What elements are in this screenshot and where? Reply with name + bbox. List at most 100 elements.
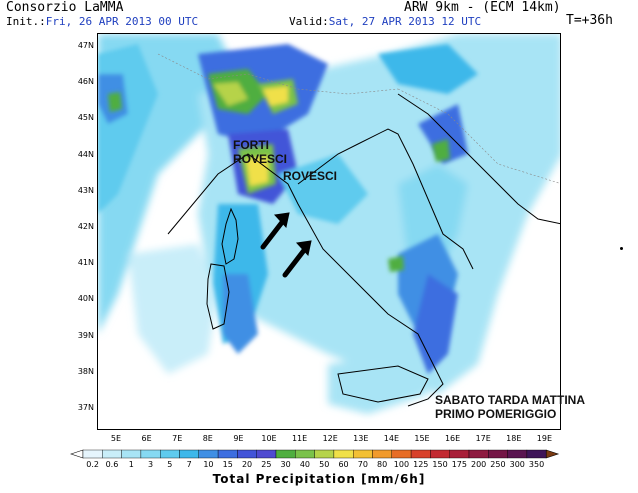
lead-time: T=+36h	[566, 13, 613, 28]
colorbar-label: 30	[281, 460, 291, 469]
lat-label-47N: 47N	[77, 41, 94, 50]
colorbar-label: 15	[223, 460, 233, 469]
lat-label-37N: 37N	[77, 403, 94, 412]
colorbar-swatch	[430, 449, 450, 459]
colorbar-label: 125	[413, 460, 428, 469]
lon-label-19E: 19E	[536, 434, 552, 443]
lat-label-39N: 39N	[77, 330, 94, 340]
lat-label-45N: 45N	[77, 113, 94, 123]
colorbar-label: 350	[529, 460, 544, 469]
colorbar-swatch	[526, 449, 547, 459]
colorbar-max-arrow	[545, 449, 560, 459]
legend-title: Total Precipitation [mm/6h]	[212, 472, 426, 486]
precip-map	[97, 33, 561, 430]
lon-label-17E: 17E	[475, 434, 491, 443]
colorbar-swatch	[82, 449, 103, 459]
precip-field-light	[98, 34, 560, 414]
init-label: Init.:	[6, 15, 46, 28]
colorbar-swatch	[353, 449, 373, 459]
precip-field-medium	[98, 44, 478, 374]
colorbar-label: 1	[129, 460, 134, 469]
valid-value: Sat, 27 APR 2013 12 UTC	[328, 15, 482, 28]
colorbar-swatch	[468, 449, 489, 459]
annotation-primo: PRIMO POMERIGGIO	[435, 407, 557, 421]
colorbar-label: 150	[432, 460, 447, 469]
annotation-sabato: SABATO TARDA MATTINA	[435, 393, 585, 407]
precip-map-svg	[98, 34, 560, 414]
colorbar: 0.2 0.6 1 3 5 7 10 15 20 25 30 40 50 60 70 80 100 125 150 1…	[70, 449, 560, 469]
colorbar-label: 200	[471, 460, 486, 469]
colorbar-label: 25	[261, 460, 271, 469]
colorbar-label: 40	[300, 460, 310, 469]
annotation-rovesci-1: ROVESCI	[233, 152, 288, 166]
lon-label-6E: 6E	[141, 434, 152, 443]
init-value: Fri, 26 APR 2013 00 UTC	[45, 15, 199, 28]
borders	[157, 53, 560, 184]
colorbar-swatch	[179, 449, 199, 459]
colorbar-label: 100	[394, 460, 409, 469]
lat-label-44N: 44N	[77, 149, 94, 159]
colorbar-label: 175	[452, 460, 467, 469]
lon-label-8E: 8E	[202, 434, 213, 443]
valid-row: Valid:Sat, 27 APR 2013 12 UTC	[289, 16, 481, 28]
colorbar-swatch	[372, 449, 392, 459]
lat-label-40N: 40N	[77, 294, 94, 304]
annotation-rovesci-2: ROVESCI	[283, 169, 338, 183]
colorbar-swatch	[410, 449, 431, 459]
coastlines	[167, 93, 560, 407]
lat-label-43N: 43N	[77, 185, 94, 195]
colorbar-label: 7	[187, 460, 192, 469]
colorbar-label: 20	[242, 460, 252, 469]
org-title: Consorzio LaMMA	[6, 0, 124, 15]
lon-label-9E: 9E	[233, 434, 244, 443]
lat-label-41N: 41N	[77, 258, 94, 268]
colorbar-swatch	[275, 449, 296, 459]
lon-label-12E: 12E	[322, 434, 338, 443]
marker-dot	[620, 247, 623, 250]
colorbar-label: 70	[358, 460, 368, 469]
lat-label-38N: 38N	[77, 366, 94, 376]
colorbar-swatch	[159, 449, 180, 459]
colorbar-swatch	[507, 449, 528, 459]
lon-label-10E: 10E	[261, 434, 277, 443]
colorbar-swatch	[449, 449, 470, 459]
lon-label-5E: 5E	[110, 434, 122, 443]
colorbar-label: 5	[167, 460, 172, 469]
colorbar-swatch	[237, 449, 257, 459]
colorbar-label: 300	[510, 460, 525, 469]
colorbar-label: 0.6	[106, 460, 119, 469]
colorbar-swatch	[256, 449, 277, 459]
lat-label-42N: 42N	[77, 222, 94, 231]
lat-label-46N: 46N	[77, 77, 94, 87]
colorbar-swatch	[391, 449, 412, 459]
annotation-forti: FORTI	[233, 138, 269, 152]
colorbar-label: 0.2	[86, 460, 99, 469]
colorbar-min-arrow	[70, 449, 84, 459]
colorbar-label: 50	[319, 460, 329, 469]
colorbar-swatch	[295, 449, 315, 459]
colorbar-label: 80	[377, 460, 387, 469]
colorbar-swatch	[333, 449, 354, 459]
colorbar-swatch	[140, 449, 161, 459]
init-row: Init.:Fri, 26 APR 2013 00 UTC	[6, 16, 198, 28]
colorbar-label: 10	[203, 460, 213, 469]
colorbar-swatch	[488, 449, 508, 459]
precip-field-heavy	[108, 69, 450, 272]
lon-label-13E: 13E	[353, 434, 369, 443]
colorbar-swatch	[217, 449, 238, 459]
colorbar-swatch	[198, 449, 219, 459]
colorbar-label: 60	[338, 460, 348, 469]
colorbar-label: 3	[148, 460, 153, 469]
lon-label-15E: 15E	[414, 434, 430, 443]
arrow-icon	[260, 212, 312, 278]
colorbar-swatch	[314, 449, 335, 459]
valid-label: Valid:	[289, 15, 329, 28]
lon-label-18E: 18E	[506, 434, 522, 443]
lon-label-7E: 7E	[172, 434, 183, 443]
lon-label-11E: 11E	[291, 434, 308, 443]
colorbar-label: 250	[490, 460, 505, 469]
colorbar-swatch	[121, 449, 142, 459]
model-title: ARW 9km - (ECM 14km)	[404, 0, 561, 15]
lon-label-16E: 16E	[444, 434, 461, 443]
lon-label-14E: 14E	[383, 434, 399, 443]
